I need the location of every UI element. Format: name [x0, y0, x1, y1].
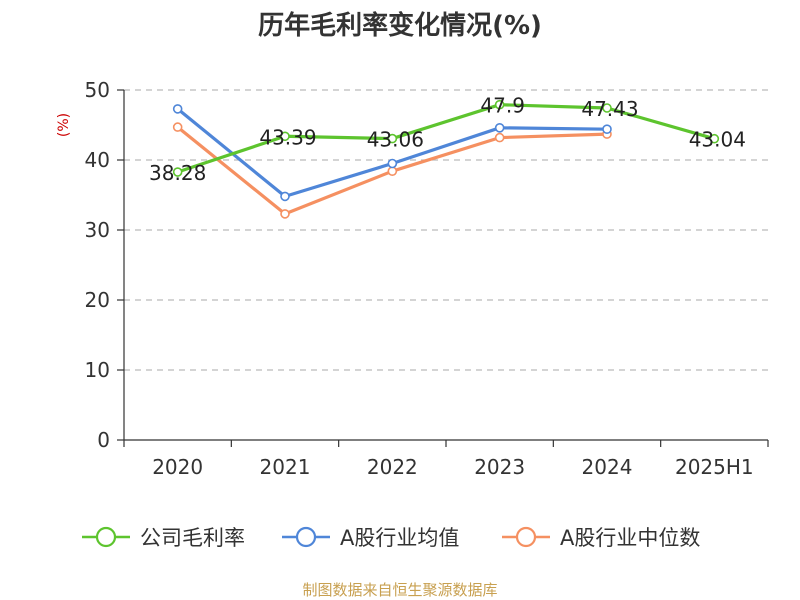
series-line [176, 103, 716, 174]
data-point [172, 104, 183, 114]
y-tick-label: 20 [85, 288, 110, 312]
chart-title: 历年毛利率变化情况(%) [258, 10, 542, 41]
axes: 0 10 20 30 40 50 2020 2021 2022 2023 2024 2025H1 [85, 78, 769, 479]
x-tick-label: 2023 [474, 455, 525, 479]
data-point [172, 122, 183, 132]
legend-marker [95, 526, 117, 548]
data-point [602, 124, 612, 134]
data-label: 38.28 [149, 161, 206, 185]
series-line [176, 107, 609, 198]
data-point [494, 132, 505, 143]
legend: 公司毛利率 A股行业均值 A股行业中位数 [82, 526, 700, 550]
data-label: 47.43 [581, 97, 638, 121]
y-tick-label: 40 [85, 148, 110, 172]
data-label: 43.04 [689, 128, 746, 152]
y-tick-label: 10 [85, 358, 110, 382]
data-point [709, 133, 720, 144]
legend-marker [515, 526, 537, 548]
x-tick-label: 2025H1 [675, 455, 754, 479]
data-label: 47.9 [480, 94, 525, 118]
data-point [280, 209, 290, 219]
data-point [387, 133, 398, 144]
y-tick-label: 50 [85, 78, 110, 102]
y-tick-label: 0 [97, 428, 110, 452]
data-label: 43.39 [259, 125, 316, 149]
data-point [387, 158, 398, 169]
x-tick-label: 2024 [582, 455, 633, 479]
y-axis-label: (%) [56, 113, 72, 137]
source-note: 制图数据来自恒生聚源数据库 [302, 581, 497, 599]
data-labels: 38.28 43.39 43.06 47.9 47.43 43.04 [149, 94, 746, 185]
data-point [387, 166, 398, 176]
x-tick-label: 2021 [260, 455, 311, 479]
data-point [280, 191, 290, 202]
series-layer [172, 99, 720, 219]
data-point [494, 99, 505, 110]
data-label: 43.06 [367, 128, 424, 152]
data-point [172, 167, 183, 177]
x-tick-label: 2020 [152, 455, 203, 479]
x-tick-label: 2022 [367, 455, 418, 479]
legend-label: A股行业中位数 [560, 526, 700, 550]
legend-label: A股行业均值 [340, 526, 459, 550]
data-point [280, 131, 290, 142]
data-point [494, 123, 505, 133]
gridlines [124, 89, 768, 371]
y-tick-label: 30 [85, 218, 110, 242]
data-point [602, 103, 612, 113]
legend-label: 公司毛利率 [140, 526, 245, 550]
legend-marker [295, 526, 317, 548]
